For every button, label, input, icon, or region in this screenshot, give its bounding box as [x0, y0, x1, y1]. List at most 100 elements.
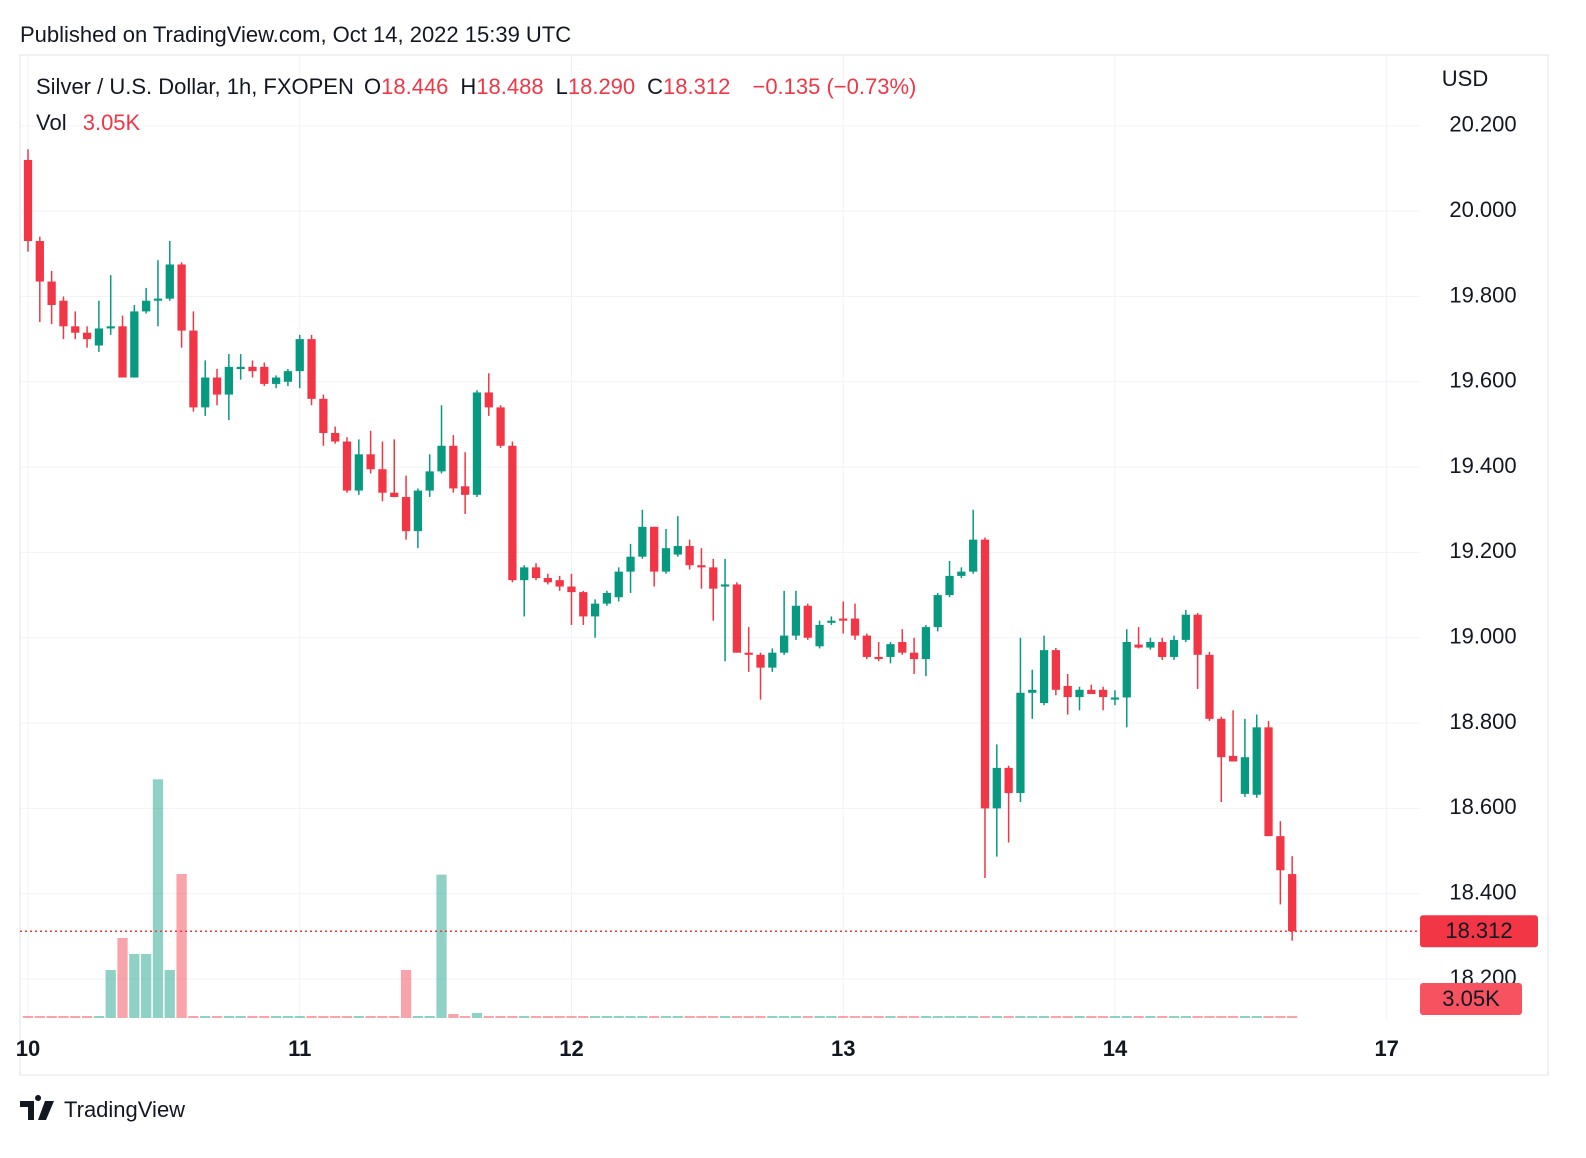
volume-bar — [235, 1016, 246, 1018]
y-tick-label: 20.000 — [1449, 197, 1516, 222]
volume-bar — [22, 1016, 34, 1018]
volume-bar — [176, 874, 187, 1018]
candle-body — [1087, 689, 1096, 695]
volume-bar — [247, 1016, 258, 1018]
candle-body — [47, 281, 56, 305]
candle-body — [1264, 727, 1273, 837]
ohlc-key: O — [364, 74, 382, 99]
volume-bar — [1121, 1016, 1132, 1018]
volume-bar — [448, 1014, 459, 1018]
volume-bar — [188, 1016, 199, 1018]
volume-bar — [1109, 1016, 1121, 1018]
y-tick-label: 19.600 — [1449, 368, 1516, 393]
volume-bar — [684, 1016, 695, 1018]
volume-bar — [259, 1016, 270, 1018]
volume-bar — [589, 1016, 601, 1018]
volume-bar — [637, 1016, 648, 1018]
candle-body — [756, 654, 765, 668]
volume-bar — [34, 1016, 45, 1018]
volume-bar — [672, 1016, 683, 1018]
candle-body — [496, 407, 505, 446]
currency: USD — [1442, 66, 1488, 91]
candle-body — [59, 300, 68, 327]
volume-bar — [944, 1016, 955, 1018]
candle-body — [153, 298, 163, 301]
volume-bar — [1168, 1016, 1180, 1018]
volume-bar — [306, 1016, 317, 1018]
ohlc-value: 18.446 — [381, 74, 449, 99]
volume-bar — [495, 1016, 506, 1018]
y-tick-label: 20.200 — [1449, 112, 1516, 137]
candle-body — [1240, 757, 1250, 794]
candle-body — [1146, 642, 1155, 648]
candle-body — [1193, 614, 1202, 655]
candle-body — [1181, 614, 1190, 640]
volume-bar — [341, 1016, 353, 1018]
volume-bar — [601, 1016, 613, 1018]
brand: TradingView — [64, 1097, 185, 1122]
candle-body — [1228, 755, 1238, 762]
x-tick-label: 17 — [1374, 1036, 1398, 1061]
candle-body — [449, 445, 458, 489]
volume-bar — [755, 1016, 766, 1018]
volume-bar — [1216, 1016, 1227, 1018]
volume-bar — [141, 954, 152, 1018]
candle-body — [1122, 642, 1131, 698]
volume-bar — [412, 1016, 424, 1018]
candle-body — [1075, 689, 1084, 698]
volume-bar — [58, 1016, 69, 1018]
candle-body — [295, 339, 304, 372]
volume-bar — [743, 1016, 754, 1018]
candle-body — [803, 605, 812, 638]
logo-icon — [20, 1095, 54, 1120]
y-tick-label: 18.600 — [1449, 794, 1516, 819]
volume-bar — [1227, 1016, 1239, 1018]
candle-body — [82, 332, 92, 340]
candle-body — [425, 471, 434, 491]
volume-bar — [1133, 1016, 1144, 1018]
y-tick-label: 18.800 — [1449, 709, 1516, 734]
legend-row: Silver / U.S. Dollar, 1h, FXOPEN O18.446… — [36, 74, 920, 100]
volume-bar — [932, 1016, 943, 1018]
volume-bar — [849, 1016, 861, 1018]
volume-badge-label: 3.05K — [1442, 986, 1500, 1011]
volume-legend: Vol 3.05K — [36, 110, 144, 136]
volume-bar — [330, 1016, 341, 1018]
candle-body — [354, 454, 363, 491]
candle-body — [342, 441, 352, 491]
volume-bar — [70, 1016, 81, 1018]
candle-body — [673, 546, 682, 555]
price-badge — [1420, 915, 1538, 948]
volume-bar — [649, 1016, 660, 1018]
candle-body — [827, 620, 836, 623]
candle-body — [1004, 767, 1013, 794]
candle-body — [366, 454, 375, 470]
candle-body — [1169, 639, 1179, 657]
volume-bar — [696, 1016, 707, 1018]
candle-body — [791, 605, 801, 636]
volume-bar — [613, 1016, 624, 1018]
candle-body — [909, 652, 919, 660]
candle-body — [1051, 650, 1061, 690]
candle-body — [992, 767, 1001, 809]
candle-body — [1288, 874, 1297, 932]
volume-bar — [956, 1016, 967, 1018]
candle-body — [224, 366, 233, 395]
price-badge-label: 18.312 — [1445, 918, 1512, 943]
x-tick-label: 10 — [16, 1036, 40, 1061]
candle-body — [106, 326, 115, 329]
candle-body — [579, 592, 588, 617]
candle-body — [921, 627, 931, 660]
volume-bar — [117, 938, 128, 1018]
volume-bar — [400, 970, 412, 1018]
candle-body — [401, 496, 411, 532]
volume-bar — [708, 1016, 719, 1018]
candle-body — [1098, 689, 1108, 698]
candle-body — [508, 445, 517, 581]
candle-body — [71, 326, 80, 333]
candle-body — [1134, 644, 1143, 648]
volume-bar — [802, 1016, 813, 1018]
y-tick-label: 19.400 — [1449, 453, 1516, 478]
candle-body — [520, 567, 529, 581]
